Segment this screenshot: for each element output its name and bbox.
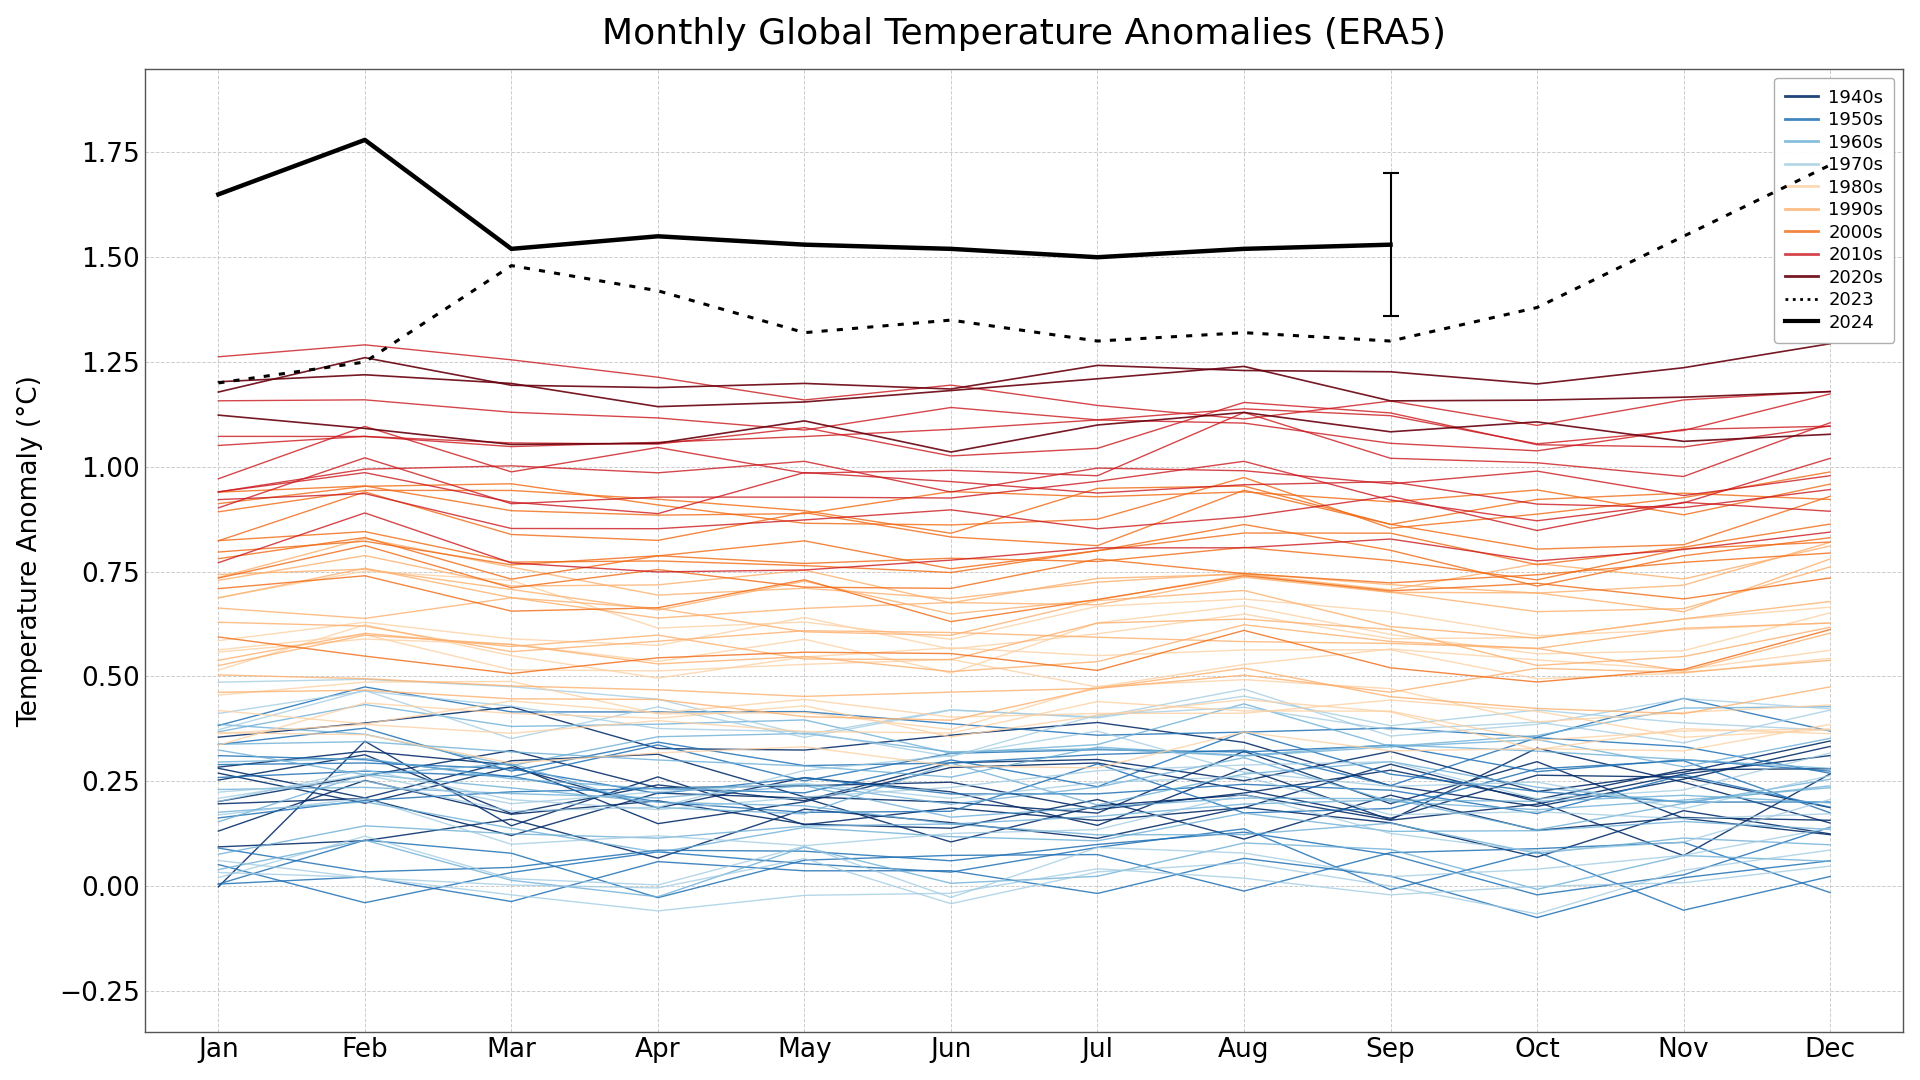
- Y-axis label: Temperature Anomaly (°C): Temperature Anomaly (°C): [17, 375, 42, 727]
- Legend: 1940s, 1950s, 1960s, 1970s, 1980s, 1990s, 2000s, 2010s, 2020s, 2023, 2024: 1940s, 1950s, 1960s, 1970s, 1980s, 1990s…: [1774, 78, 1895, 342]
- Title: Monthly Global Temperature Anomalies (ERA5): Monthly Global Temperature Anomalies (ER…: [603, 16, 1446, 51]
